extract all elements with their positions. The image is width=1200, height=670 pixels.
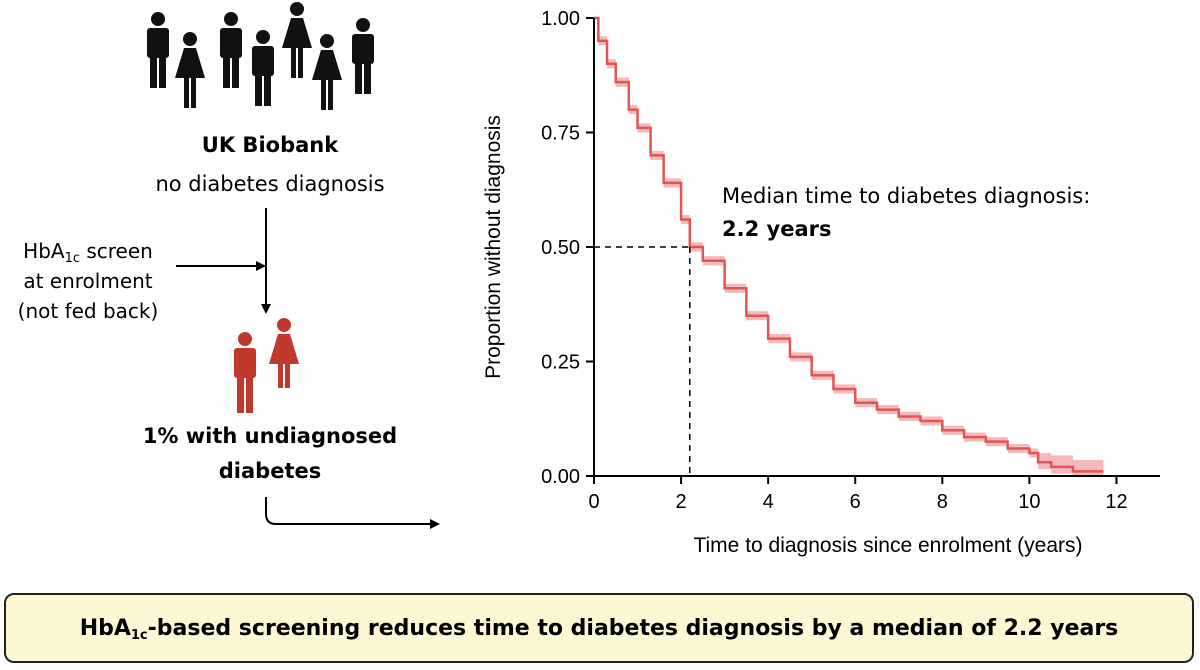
median-annotation-line2: 2.2 years bbox=[722, 217, 831, 241]
x-tick-label: 2 bbox=[676, 491, 687, 513]
female-person-icon bbox=[269, 318, 299, 388]
y-axis-title: Proportion without diagnosis bbox=[482, 115, 505, 379]
screen-line3: (not fed back) bbox=[17, 299, 159, 323]
x-tick-label: 0 bbox=[588, 491, 599, 513]
y-tick-label: 0.75 bbox=[541, 123, 580, 145]
screen-label: HbA1c screen at enrolment (not fed back) bbox=[0, 236, 176, 326]
y-tick-label: 1.00 bbox=[541, 8, 580, 30]
cohort-subtitle: no diabetes diagnosis bbox=[155, 172, 385, 196]
male-person-icon bbox=[234, 332, 256, 413]
x-tick-label: 12 bbox=[1105, 491, 1127, 513]
result-line1: 1% with undiagnosed bbox=[142, 424, 398, 448]
undiagnosed-pair-illustration bbox=[234, 318, 299, 413]
cohort-title: UK Biobank bbox=[201, 133, 339, 157]
y-tick-label: 0.00 bbox=[541, 466, 580, 488]
result-line2: diabetes bbox=[218, 459, 322, 483]
y-tick-label: 0.25 bbox=[541, 352, 580, 374]
x-tick-label: 4 bbox=[763, 491, 774, 513]
confidence-band bbox=[594, 18, 1104, 476]
x-tick-label: 8 bbox=[937, 491, 948, 513]
y-tick-label: 0.50 bbox=[541, 237, 580, 259]
flow-arrows bbox=[176, 208, 440, 529]
screen-line2: at enrolment bbox=[23, 269, 153, 293]
x-tick-label: 10 bbox=[1018, 491, 1040, 513]
x-tick-label: 6 bbox=[850, 491, 861, 513]
summary-banner: HbA1c-based screening reduces time to di… bbox=[4, 593, 1194, 663]
elbow-arrow bbox=[265, 497, 440, 529]
survival-chart: 0 2 4 6 8 10 12 0.00 0.25 0.50 0.75 1.00 Time to di… bbox=[482, 8, 1160, 557]
x-axis-title: Time to diagnosis since enrolment (years… bbox=[693, 534, 1082, 557]
screen-line1: HbA1c screen bbox=[23, 239, 153, 266]
banner-text: HbA1c-based screening reduces time to di… bbox=[79, 615, 1119, 643]
median-annotation-line1: Median time to diabetes diagnosis: bbox=[722, 184, 1090, 208]
survival-curve bbox=[594, 16, 1104, 473]
